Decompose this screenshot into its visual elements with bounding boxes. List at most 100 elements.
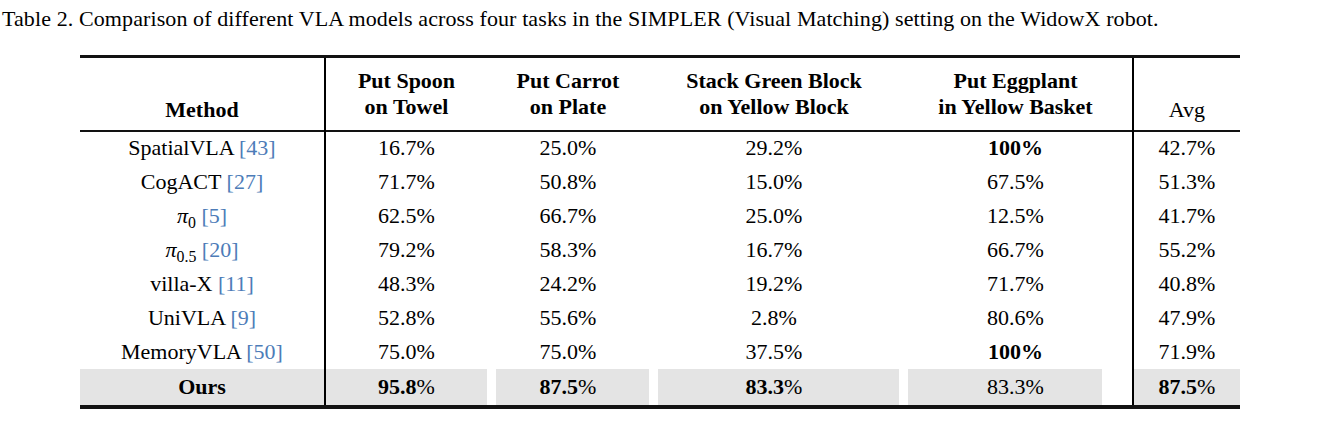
method-name: UniVLA <box>148 305 225 330</box>
percent-sign: % <box>784 203 802 228</box>
percent-sign: % <box>578 135 596 160</box>
value-number: 25.0 <box>540 135 579 160</box>
table-row: CogACT [27]71.7%50.8%15.0%67.5%51.3% <box>80 165 1240 199</box>
value-number: 71.7 <box>987 271 1026 296</box>
method-subscript: 0 <box>188 214 196 231</box>
citation-link[interactable]: [11] <box>218 271 254 296</box>
table-row: π0 [5]62.5%66.7%25.0%12.5%41.7% <box>80 199 1240 233</box>
method-name: CogACT <box>141 169 221 194</box>
value-cell: 41.7% <box>1133 199 1240 233</box>
percent-sign: % <box>578 203 596 228</box>
method-cell: Ours <box>80 369 325 407</box>
value-number: 100 <box>988 339 1021 364</box>
value-cell: 80.6% <box>899 301 1133 335</box>
value-cell: 79.2% <box>325 233 487 267</box>
value-cell: 25.0% <box>487 131 649 165</box>
value-cell: 87.5% <box>487 369 649 407</box>
value-number: 12.5 <box>987 203 1026 228</box>
method-cell: MemoryVLA [50] <box>80 335 325 369</box>
value-number: 29.2 <box>746 135 785 160</box>
value-cell: 16.7% <box>649 233 899 267</box>
percent-sign: % <box>1197 374 1215 399</box>
header-row: Method Put Spoon on Towel Put Carrot on … <box>80 57 1240 131</box>
value-number: 71.7 <box>378 169 417 194</box>
value-cell: 83.3% <box>649 369 899 407</box>
percent-sign: % <box>417 169 435 194</box>
percent-sign: % <box>1026 305 1044 330</box>
method-name: villa-X <box>150 271 212 296</box>
value-cell: 75.0% <box>487 335 649 369</box>
value-cell: 25.0% <box>649 199 899 233</box>
value-number: 87.5 <box>540 374 579 399</box>
value-number: 42.7 <box>1159 135 1198 160</box>
percent-sign: % <box>1026 169 1044 194</box>
percent-sign: % <box>1026 271 1044 296</box>
percent-sign: % <box>417 374 435 399</box>
table-row: SpatialVLA [43]16.7%25.0%29.2%100%42.7% <box>80 131 1240 165</box>
value-number: 83.3 <box>987 374 1026 399</box>
percent-sign: % <box>417 203 435 228</box>
citation-link[interactable]: [43] <box>239 135 276 160</box>
percent-sign: % <box>784 374 802 399</box>
method-cell: UniVLA [9] <box>80 301 325 335</box>
value-cell: 100% <box>899 335 1133 369</box>
value-number: 87.5 <box>1159 374 1198 399</box>
value-cell: 19.2% <box>649 267 899 301</box>
percent-sign: % <box>578 339 596 364</box>
percent-sign: % <box>1021 135 1043 160</box>
table-caption: Table 2. Comparison of different VLA mod… <box>2 6 1328 32</box>
value-number: 48.3 <box>378 271 417 296</box>
value-number: 66.7 <box>540 203 579 228</box>
percent-sign: % <box>578 237 596 262</box>
citation-link[interactable]: [50] <box>246 339 283 364</box>
percent-sign: % <box>1026 237 1044 262</box>
value-number: 75.0 <box>378 339 417 364</box>
value-number: 75.0 <box>540 339 579 364</box>
percent-sign: % <box>578 169 596 194</box>
citation-link[interactable]: [20] <box>202 237 239 262</box>
value-cell: 75.0% <box>325 335 487 369</box>
method-name: π <box>177 203 188 228</box>
value-number: 71.9 <box>1159 339 1198 364</box>
percent-sign: % <box>1026 203 1044 228</box>
value-number: 58.3 <box>540 237 579 262</box>
value-number: 83.3 <box>746 374 785 399</box>
value-number: 51.3 <box>1159 169 1198 194</box>
method-cell: villa-X [11] <box>80 267 325 301</box>
value-number: 52.8 <box>378 305 417 330</box>
table-row: π0.5 [20]79.2%58.3%16.7%66.7%55.2% <box>80 233 1240 267</box>
citation-link[interactable]: [9] <box>230 305 256 330</box>
percent-sign: % <box>1197 135 1215 160</box>
citation-link[interactable]: [5] <box>201 203 227 228</box>
method-cell: SpatialVLA [43] <box>80 131 325 165</box>
percent-sign: % <box>1197 271 1215 296</box>
percent-sign: % <box>1197 237 1215 262</box>
value-cell: 66.7% <box>487 199 649 233</box>
value-number: 50.8 <box>540 169 579 194</box>
citation-link[interactable]: [27] <box>227 169 264 194</box>
value-number: 15.0 <box>746 169 785 194</box>
percent-sign: % <box>578 271 596 296</box>
percent-sign: % <box>417 339 435 364</box>
method-cell: π0 [5] <box>80 199 325 233</box>
percent-sign: % <box>1026 374 1044 399</box>
col-header-avg: Avg <box>1133 57 1240 131</box>
col-header-put-spoon-on-towel: Put Spoon on Towel <box>325 57 487 131</box>
method-name: MemoryVLA <box>121 339 241 364</box>
value-cell: 2.8% <box>649 301 899 335</box>
method-cell: π0.5 [20] <box>80 233 325 267</box>
value-number: 25.0 <box>746 203 785 228</box>
value-cell: 67.5% <box>899 165 1133 199</box>
value-cell: 16.7% <box>325 131 487 165</box>
value-number: 47.9 <box>1159 305 1198 330</box>
value-number: 19.2 <box>746 271 785 296</box>
value-cell: 15.0% <box>649 165 899 199</box>
value-number: 95.8 <box>378 374 417 399</box>
value-number: 37.5 <box>746 339 785 364</box>
table-row: MemoryVLA [50]75.0%75.0%37.5%100%71.9% <box>80 335 1240 369</box>
value-cell: 71.7% <box>899 267 1133 301</box>
percent-sign: % <box>784 237 802 262</box>
col-header-put-eggplant: Put Eggplant in Yellow Basket <box>899 57 1133 131</box>
percent-sign: % <box>779 305 797 330</box>
value-number: 40.8 <box>1159 271 1198 296</box>
